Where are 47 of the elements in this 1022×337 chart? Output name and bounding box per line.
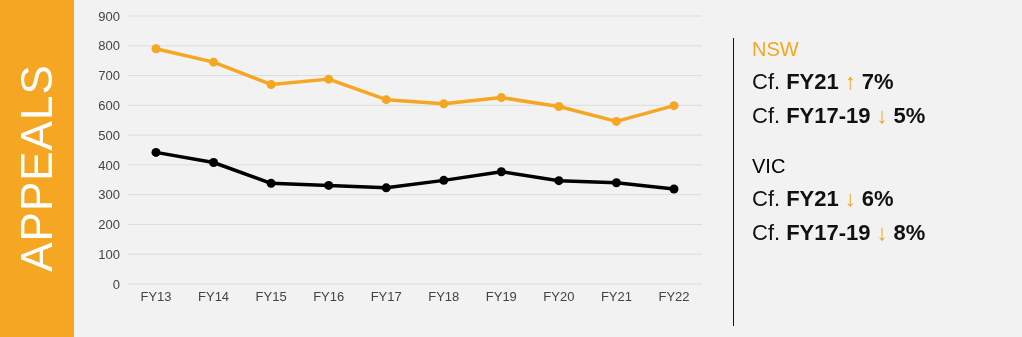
x-tick-label: FY21	[600, 289, 632, 305]
point	[381, 183, 391, 193]
x-tick-label: FY18	[428, 289, 460, 305]
x-tick-label: FY20	[543, 289, 575, 305]
text: Cf. FY21 ↑ 7%	[752, 69, 894, 94]
text: Cf. FY17-19 ↓ 5%	[752, 103, 926, 128]
point	[209, 57, 219, 67]
y-tick-label: 0	[112, 276, 120, 292]
x-tick-label: FY22	[658, 289, 690, 305]
point	[496, 167, 506, 177]
y-tick-label: 600	[98, 97, 120, 113]
y-tick-label: 100	[98, 246, 120, 262]
point	[554, 102, 564, 112]
y-tick-label: 800	[98, 38, 120, 54]
point	[266, 178, 276, 188]
y-tick-label: 300	[98, 187, 120, 203]
point	[669, 101, 679, 111]
point	[611, 116, 621, 126]
point	[266, 79, 276, 89]
x-tick-label: FY19	[485, 289, 517, 305]
point	[209, 158, 219, 168]
point	[439, 99, 449, 109]
y-tick-label: 700	[98, 68, 120, 84]
point	[151, 44, 161, 54]
text: APPEALS	[12, 64, 62, 272]
point	[324, 180, 334, 190]
text: VIC	[752, 155, 787, 178]
point	[554, 176, 564, 186]
text: Cf. FY17-19 ↓ 8%	[752, 220, 926, 245]
x-tick-label: FY15	[255, 289, 287, 305]
x-tick-label: FY17	[370, 289, 402, 305]
y-tick-label: 400	[98, 157, 120, 173]
text: NSW	[752, 38, 800, 61]
x-tick-label: FY13	[140, 289, 172, 305]
point	[669, 184, 679, 194]
x-tick-label: FY14	[198, 289, 230, 305]
point	[324, 74, 334, 84]
y-tick-label: 500	[98, 127, 120, 143]
y-tick-label: 200	[98, 217, 120, 233]
point	[611, 178, 621, 188]
x-tick-label: FY16	[313, 289, 345, 305]
text: Cf. FY21 ↓ 6%	[752, 186, 894, 211]
point	[151, 147, 161, 157]
point	[496, 93, 506, 103]
y-tick-label: 900	[98, 8, 120, 24]
point	[439, 175, 449, 185]
point	[381, 95, 391, 105]
